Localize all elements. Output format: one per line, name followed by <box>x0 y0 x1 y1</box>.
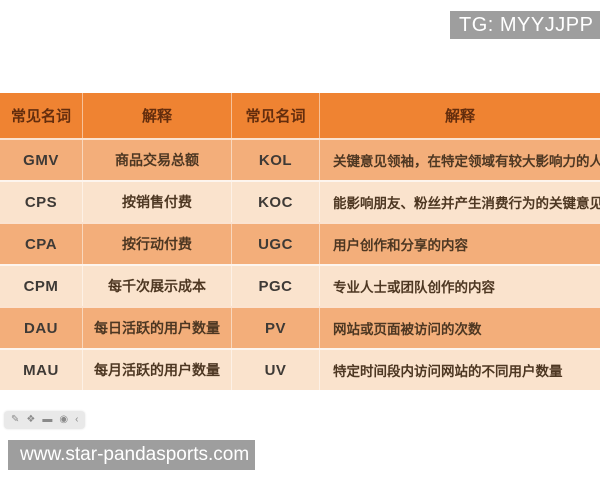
table-header-row: 常见名词 解释 常见名词 解释 <box>0 93 600 138</box>
definition-cell: 用户创作和分享的内容 <box>333 238 468 253</box>
term-cell: DAU <box>0 308 83 348</box>
website-watermark: www.star-pandasports.com <box>8 440 255 470</box>
term-cell: CPA <box>0 224 83 264</box>
definition-cell: 每千次展示成本 <box>83 266 232 306</box>
term-cell: MAU <box>0 350 83 390</box>
screenshot-toolbar[interactable]: ✎ ❖ ▬ ◉ ‹ <box>4 411 86 429</box>
term-cell: PGC <box>232 266 320 306</box>
mosaic-icon[interactable]: ❖ <box>26 414 36 425</box>
table-row: CPA 按行动付费 UGC 用户创作和分享的内容 <box>0 222 600 264</box>
term-cell: KOC <box>232 182 320 222</box>
table-row: DAU 每日活跃的用户数量 PV 网站或页面被访问的次数 <box>0 306 600 348</box>
definition-cell: 专业人士或团队创作的内容 <box>333 280 495 295</box>
definition-cell: 按销售付费 <box>83 182 232 222</box>
column-header-term: 常见名词 <box>0 93 83 138</box>
definition-cell: 关键意见领袖，在特定领域有较大影响力的人 <box>333 154 600 169</box>
table-row: CPS 按销售付费 KOC 能影响朋友、粉丝并产生消费行为的关键意见 <box>0 180 600 222</box>
definition-cell: 按行动付费 <box>83 224 232 264</box>
term-cell: PV <box>232 308 320 348</box>
column-header-definition: 解释 <box>83 93 232 138</box>
pencil-icon[interactable]: ✎ <box>11 414 20 425</box>
column-header-definition: 解释 <box>444 108 475 125</box>
term-cell: KOL <box>232 140 320 180</box>
definition-cell: 每月活跃的用户数量 <box>83 350 232 390</box>
definition-cell: 能影响朋友、粉丝并产生消费行为的关键意见 <box>333 196 600 211</box>
column-header-term: 常见名词 <box>232 93 320 138</box>
term-cell: UGC <box>232 224 320 264</box>
definition-cell: 网站或页面被访问的次数 <box>333 322 482 337</box>
terms-table: 常见名词 解释 常见名词 解释 GMV 商品交易总额 KOL 关键意见领袖，在特定领域… <box>0 93 600 390</box>
term-cell: GMV <box>0 140 83 180</box>
table-body: GMV 商品交易总额 KOL 关键意见领袖，在特定领域有较大影响力的人 CPS 按销售付费… <box>0 138 600 390</box>
dot-icon[interactable]: ◉ <box>59 414 69 425</box>
telegram-watermark: TG: MYYJJPP <box>450 11 600 39</box>
table-row: MAU 每月活跃的用户数量 UV 特定时间段内访问网站的不同用户数量 <box>0 348 600 390</box>
definition-cell: 每日活跃的用户数量 <box>83 308 232 348</box>
table-row: GMV 商品交易总额 KOL 关键意见领袖，在特定领域有较大影响力的人 <box>0 138 600 180</box>
term-cell: UV <box>232 350 320 390</box>
table-row: CPM 每千次展示成本 PGC 专业人士或团队创作的内容 <box>0 264 600 306</box>
term-cell: CPM <box>0 266 83 306</box>
collapse-arrow-icon[interactable]: ‹ <box>75 414 79 425</box>
definition-cell: 商品交易总额 <box>83 140 232 180</box>
term-cell: CPS <box>0 182 83 222</box>
definition-cell: 特定时间段内访问网站的不同用户数量 <box>333 364 563 379</box>
frame-icon[interactable]: ▬ <box>42 414 53 425</box>
